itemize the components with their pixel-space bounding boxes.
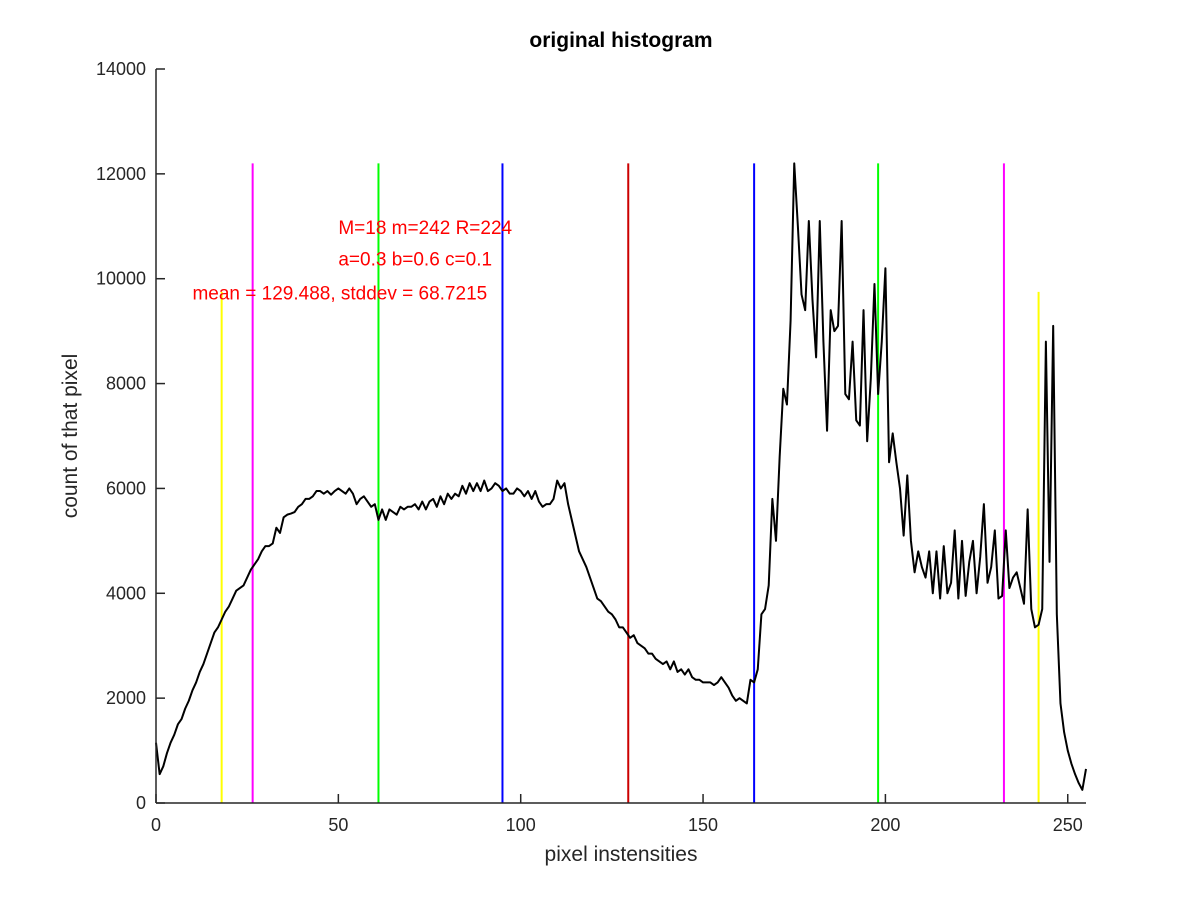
axes bbox=[155, 69, 1086, 804]
x-tick-label: 50 bbox=[328, 815, 348, 835]
y-tick-label: 4000 bbox=[106, 583, 146, 603]
x-tick-label: 100 bbox=[506, 815, 536, 835]
x-tick-label: 150 bbox=[688, 815, 718, 835]
y-axis-label: count of that pixel bbox=[59, 354, 82, 519]
y-tick-label: 10000 bbox=[96, 269, 146, 289]
x-tick-label: 200 bbox=[870, 815, 900, 835]
annotation-2: mean = 129.488, stddev = 68.7215 bbox=[192, 284, 487, 305]
y-tick-label: 6000 bbox=[106, 478, 146, 498]
annotation-0: M=18 m=242 R=224 bbox=[338, 218, 512, 239]
chart-title: original histogram bbox=[529, 29, 712, 52]
y-ticks: 0 2000 4000 6000 8000 10000 12000 14000 bbox=[96, 59, 165, 813]
x-axis-label: pixel instensities bbox=[545, 843, 698, 866]
y-tick-label: 12000 bbox=[96, 164, 146, 184]
x-tick-label: 0 bbox=[151, 815, 161, 835]
y-tick-label: 14000 bbox=[96, 59, 146, 79]
annotation-1: a=0.3 b=0.6 c=0.1 bbox=[338, 250, 492, 271]
threshold-lines bbox=[220, 163, 1040, 803]
y-tick-label: 8000 bbox=[106, 374, 146, 394]
annotations: M=18 m=242 R=224 a=0.3 b=0.6 c=0.1 mean = … bbox=[192, 218, 512, 305]
y-tick-label: 0 bbox=[136, 793, 146, 813]
histogram-series-line bbox=[155, 162, 1087, 791]
x-tick-label: 250 bbox=[1053, 815, 1083, 835]
x-ticks: 0 50 100 150 200 250 bbox=[151, 794, 1083, 835]
y-tick-label: 2000 bbox=[106, 688, 146, 708]
